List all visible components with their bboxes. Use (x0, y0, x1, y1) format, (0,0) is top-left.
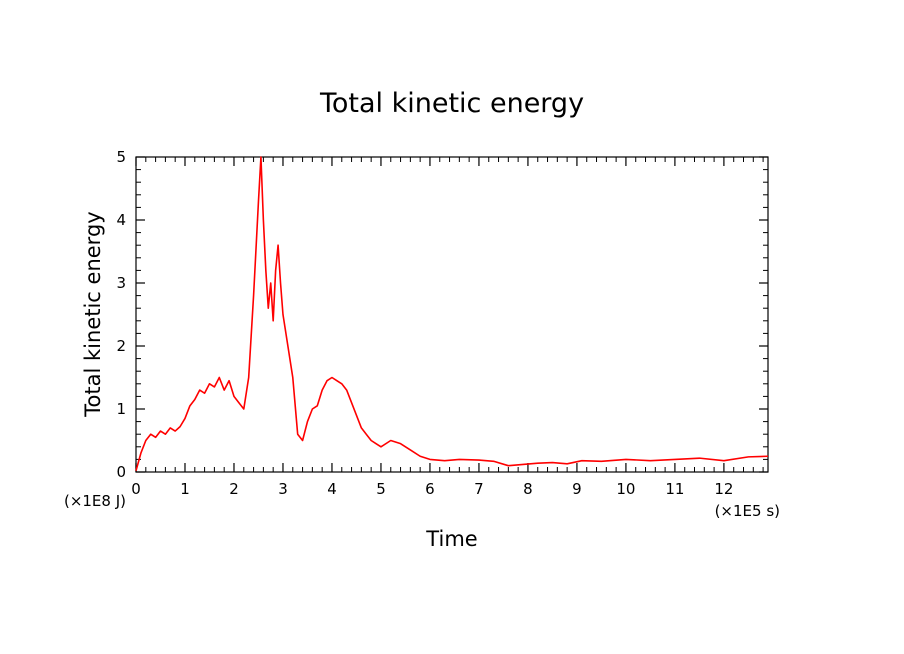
y-axis: 0 1 2 3 4 5 (116, 148, 768, 481)
plot-frame (135, 156, 769, 473)
x-tick-label: 0 (131, 480, 141, 498)
y-tick-label: 0 (116, 463, 126, 481)
y-axis-label: Total kinetic energy (81, 211, 105, 417)
x-tick-label: 9 (572, 480, 582, 498)
x-axis-label: Time (425, 527, 477, 551)
x-tick-label: 10 (616, 480, 635, 498)
series-layer (135, 156, 769, 471)
x-tick-label: 3 (278, 480, 288, 498)
x-tick-label: 2 (229, 480, 239, 498)
plot-area (135, 156, 769, 473)
y-tick-label: 4 (116, 211, 126, 229)
x-tick-label: 1 (180, 480, 190, 498)
x-tick-label: 5 (376, 480, 386, 498)
series-line (135, 156, 769, 471)
x-tick-label: 4 (327, 480, 337, 498)
y-tick-label: 5 (116, 148, 126, 166)
y-tick-label: 3 (116, 274, 126, 292)
x-tick-label: 8 (523, 480, 533, 498)
x-axis: 0 1 2 3 4 5 6 7 8 9 10 11 12 (131, 157, 764, 498)
x-tick-label: 7 (474, 480, 484, 498)
chart-title: Total kinetic energy (319, 88, 584, 119)
y-axis-unit: (×1E8 J) (64, 492, 126, 510)
x-tick-label: 12 (714, 480, 733, 498)
y-tick-label: 2 (116, 337, 126, 355)
x-tick-label: 11 (665, 480, 684, 498)
x-axis-unit: (×1E5 s) (715, 502, 780, 520)
y-tick-label: 1 (116, 400, 126, 418)
x-tick-label: 6 (425, 480, 435, 498)
